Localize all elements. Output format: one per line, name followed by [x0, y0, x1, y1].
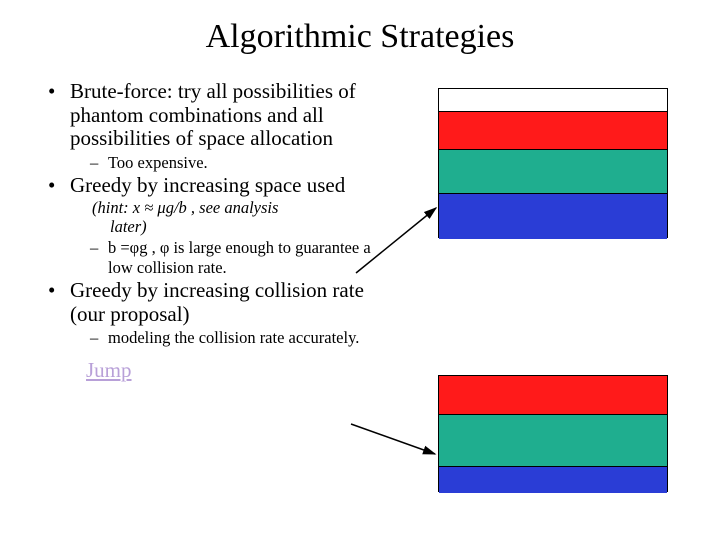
hint-line-1: (hint: x ≈ μg/b , see analysis [70, 198, 388, 217]
bullet-greedy-space: Greedy by increasing space used (hint: x… [48, 174, 388, 277]
bullet-text: Greedy by increasing collision rate (our… [70, 278, 364, 326]
color-band [439, 89, 667, 111]
sub-too-expensive: Too expensive. [70, 153, 388, 172]
jump-link[interactable]: Jump [86, 358, 132, 383]
color-band [439, 414, 667, 466]
color-band [439, 193, 667, 239]
sub-modeling: modeling the collision rate accurately. [70, 328, 388, 347]
bullet-text: Greedy by increasing space used [70, 173, 345, 197]
text-content: Brute-force: try all possibilities of ph… [48, 80, 388, 383]
diagram-bottom [438, 375, 668, 492]
color-band [439, 149, 667, 193]
page-title: Algorithmic Strategies [0, 0, 720, 66]
bullet-greedy-collision: Greedy by increasing collision rate (our… [48, 279, 388, 348]
diagram-top [438, 88, 668, 238]
arrow-to-bottom-diagram [351, 424, 435, 454]
color-band [439, 376, 667, 414]
sub-phi: b =φg , φ is large enough to guarantee a… [70, 238, 388, 277]
hint-line-2: later) [70, 217, 388, 236]
color-band [439, 466, 667, 493]
color-band [439, 111, 667, 149]
bullet-brute-force: Brute-force: try all possibilities of ph… [48, 80, 388, 172]
bullet-text: Brute-force: try all possibilities of ph… [70, 79, 356, 150]
